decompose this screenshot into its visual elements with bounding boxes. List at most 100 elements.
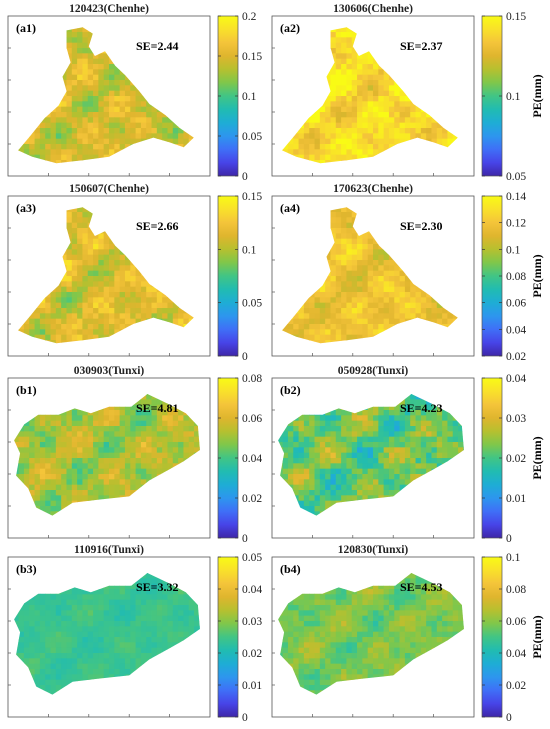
heatmap-cell [82,228,89,234]
plot-frame [7,195,211,357]
heatmap-cell [156,122,163,129]
heatmap-cell [442,133,448,140]
heatmap-cell [373,302,379,309]
heatmap-cell [335,222,342,229]
heatmap-cell [18,324,25,330]
heatmap-cell [394,286,400,293]
heatmap-cell [135,410,142,416]
heatmap-cell [341,297,347,304]
heatmap-cell [66,313,73,320]
heatmap-cell [61,122,67,129]
heatmap-cell [135,297,142,304]
heatmap-cell [394,101,400,108]
heatmap-cell [156,308,163,314]
heatmap-cell [341,144,347,150]
heatmap-cell [373,149,379,156]
heatmap-cell [146,281,152,288]
heatmap-cell [77,254,83,261]
heatmap-cell [50,292,57,298]
heatmap-cell [335,292,342,298]
heatmap-cell [335,32,342,38]
heatmap-cell [367,297,374,304]
heatmap-cell [135,128,142,134]
heatmap-cell [66,53,73,60]
heatmap-cell [351,48,358,54]
heatmap-cell [82,222,89,229]
heatmap-cell [351,228,358,234]
heatmap-cell [146,106,152,113]
heatmap-cell [362,233,369,240]
heatmap-cell [335,133,342,140]
heatmap-cell [109,318,115,325]
heatmap-cell [351,133,358,140]
heatmap-cell [130,265,136,272]
heatmap-cell [77,138,83,145]
heatmap-cell [404,133,411,140]
heatmap-cell [61,318,67,325]
heatmap-cell [109,308,115,314]
heatmap-cell [178,313,184,320]
heatmap-cell [103,286,110,293]
heatmap-cell [39,144,46,150]
heatmap-cell [367,254,374,261]
heatmap-cell [34,415,41,422]
heatmap-cell [98,292,105,298]
heatmap-cell [103,233,110,240]
heatmap-cell [82,53,89,60]
heatmap-cell [309,334,315,341]
heatmap-cell [82,149,89,156]
heatmap-cell [399,308,406,314]
heatmap-cell [351,233,358,240]
heatmap-cell [66,133,73,140]
heatmap-cell [410,308,416,314]
heatmap-cell [394,122,400,129]
heatmap-cell [373,64,379,70]
heatmap-cell [71,32,78,38]
heatmap-cell [357,324,363,330]
heatmap-cell [156,415,163,422]
heatmap-cell [98,53,105,60]
heatmap-cell [335,117,342,124]
heatmap-cell [367,302,374,309]
heatmap-cell [341,122,347,129]
heatmap-cell [82,42,89,49]
heatmap-cell [109,329,115,336]
heatmap-cell [82,133,89,140]
heatmap-cell [119,276,126,282]
heatmap-cell [341,69,347,76]
heatmap-cell [367,58,374,65]
heatmap-cell [351,249,358,256]
colorbar-tick-label: 0.1 [506,244,521,256]
heatmap-cell [124,265,131,272]
heatmap-cell [109,302,115,309]
heatmap-cell [66,101,73,108]
heatmap-cell [98,410,105,416]
heatmap-cell [282,144,289,150]
heatmap-cell [146,399,152,406]
panel-a4: 170623(Chenhe)(a4)SE=2.300.020.040.060.0… [271,183,526,363]
heatmap-cell [66,144,73,150]
heatmap-cell [109,96,115,102]
heatmap-cell [330,292,337,298]
heatmap-cell [93,112,99,118]
heatmap-cell [103,415,110,422]
heatmap-cell [287,318,294,325]
colorbar-tick-label: 0.05 [242,131,262,143]
heatmap-cell [394,96,400,102]
heatmap-cell [61,313,67,320]
heatmap-cell [119,281,126,288]
heatmap-cell [34,313,41,320]
heatmap-cell [50,122,57,129]
heatmap-cell [167,313,174,320]
heatmap-cell [330,90,337,97]
heatmap-cell [50,149,57,156]
heatmap-cell [341,260,347,266]
heatmap-cell [61,340,67,344]
heatmap-cell [66,42,73,49]
heatmap-cell [362,302,369,309]
heatmap-cell [109,101,115,108]
heatmap-cell [156,112,163,118]
heatmap-cell [341,128,347,134]
heatmap-cell [378,101,385,108]
heatmap-cell [319,138,326,145]
